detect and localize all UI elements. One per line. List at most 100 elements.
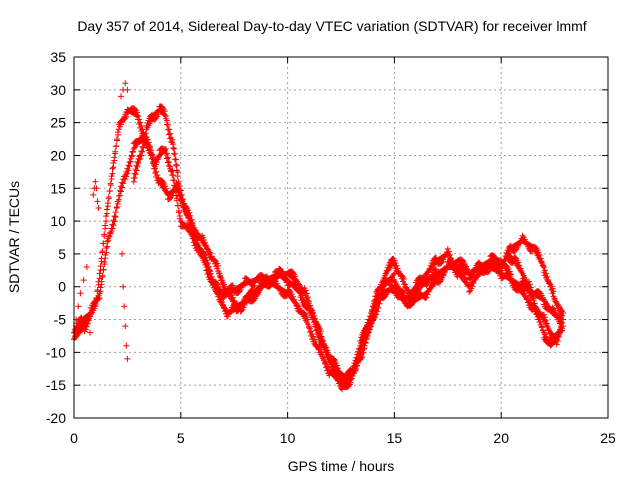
series-satellite-track-E bbox=[391, 232, 567, 319]
data-point bbox=[461, 260, 468, 267]
y-axis-label: SDTVAR / TECUs bbox=[6, 181, 22, 293]
data-point bbox=[170, 189, 177, 196]
data-point bbox=[215, 262, 222, 269]
data-point bbox=[462, 276, 469, 283]
data-point bbox=[95, 204, 102, 211]
data-point bbox=[144, 141, 151, 148]
data-point bbox=[288, 291, 295, 298]
y-tick-label: 5 bbox=[58, 246, 66, 262]
data-point bbox=[304, 316, 311, 323]
data-point bbox=[97, 288, 104, 295]
data-point bbox=[100, 240, 107, 247]
data-point bbox=[366, 326, 373, 333]
data-point bbox=[162, 150, 169, 157]
data-point bbox=[398, 272, 405, 279]
data-point bbox=[317, 333, 324, 340]
data-point bbox=[352, 366, 359, 373]
data-point bbox=[147, 150, 154, 157]
data-point bbox=[132, 171, 139, 178]
data-point bbox=[123, 342, 130, 349]
data-point bbox=[139, 148, 146, 155]
data-point bbox=[303, 290, 310, 297]
data-point bbox=[559, 319, 566, 326]
data-point bbox=[551, 295, 558, 302]
data-point bbox=[124, 86, 131, 93]
data-point bbox=[475, 259, 482, 266]
data-point bbox=[201, 236, 208, 243]
data-point bbox=[170, 141, 177, 148]
data-point bbox=[141, 139, 148, 146]
data-point bbox=[317, 328, 324, 335]
data-point bbox=[217, 273, 224, 280]
data-point bbox=[466, 288, 473, 295]
data-point bbox=[345, 382, 352, 389]
data-point bbox=[363, 331, 370, 338]
series-satellite-track-A bbox=[71, 105, 398, 393]
data-point bbox=[424, 291, 431, 298]
data-point bbox=[137, 119, 144, 126]
data-point bbox=[117, 93, 124, 100]
data-point bbox=[169, 136, 176, 143]
y-tick-label: -20 bbox=[46, 410, 66, 426]
data-point bbox=[162, 183, 169, 190]
data-point bbox=[235, 307, 242, 314]
data-point bbox=[163, 155, 170, 162]
data-point bbox=[301, 310, 308, 317]
series-satellite-track-B bbox=[71, 132, 398, 391]
data-point bbox=[171, 145, 178, 152]
data-point bbox=[499, 264, 506, 271]
data-point bbox=[176, 186, 183, 193]
data-point bbox=[93, 185, 100, 192]
data-point bbox=[529, 291, 536, 298]
data-point bbox=[251, 282, 258, 289]
x-tick-label: 10 bbox=[280, 430, 296, 446]
data-point bbox=[368, 315, 375, 322]
data-point bbox=[112, 213, 119, 220]
y-tick-label: 15 bbox=[50, 180, 66, 196]
data-point bbox=[517, 265, 524, 272]
x-axis: 0 5 10 15 20 25 bbox=[70, 57, 616, 446]
data-point bbox=[440, 272, 447, 279]
data-point bbox=[124, 170, 131, 177]
data-point bbox=[164, 126, 171, 133]
data-point bbox=[528, 287, 535, 294]
data-point bbox=[448, 255, 455, 262]
x-axis-label: GPS time / hours bbox=[288, 458, 395, 474]
data-point bbox=[218, 296, 225, 303]
data-point bbox=[82, 326, 89, 333]
data-point bbox=[82, 319, 89, 326]
data-point bbox=[168, 168, 175, 175]
data-point bbox=[134, 109, 141, 116]
data-point bbox=[525, 278, 532, 285]
y-tick-label: 25 bbox=[50, 115, 66, 131]
data-point bbox=[116, 187, 123, 194]
data-point bbox=[133, 167, 140, 174]
data-point bbox=[183, 203, 190, 210]
data-point bbox=[103, 206, 110, 213]
data-point bbox=[187, 212, 194, 219]
data-point bbox=[536, 289, 543, 296]
data-point bbox=[470, 280, 477, 287]
data-point bbox=[104, 238, 111, 245]
data-point bbox=[339, 386, 346, 393]
data-point bbox=[226, 288, 233, 295]
data-point bbox=[559, 312, 566, 319]
x-tick-label: 5 bbox=[177, 430, 185, 446]
data-point bbox=[179, 196, 186, 203]
data-point bbox=[367, 323, 374, 330]
data-point bbox=[87, 310, 94, 317]
x-tick-label: 25 bbox=[600, 430, 616, 446]
data-point bbox=[433, 266, 440, 273]
points-spike-near-2.4h-top bbox=[117, 80, 131, 100]
data-point bbox=[468, 285, 475, 292]
data-point bbox=[106, 188, 113, 195]
data-point bbox=[390, 271, 397, 278]
data-point bbox=[204, 260, 211, 267]
data-point bbox=[155, 111, 162, 118]
y-tick-label: 30 bbox=[50, 82, 66, 98]
data-point bbox=[166, 126, 173, 133]
data-point bbox=[128, 153, 135, 160]
data-point bbox=[163, 185, 170, 192]
data-point bbox=[309, 330, 316, 337]
